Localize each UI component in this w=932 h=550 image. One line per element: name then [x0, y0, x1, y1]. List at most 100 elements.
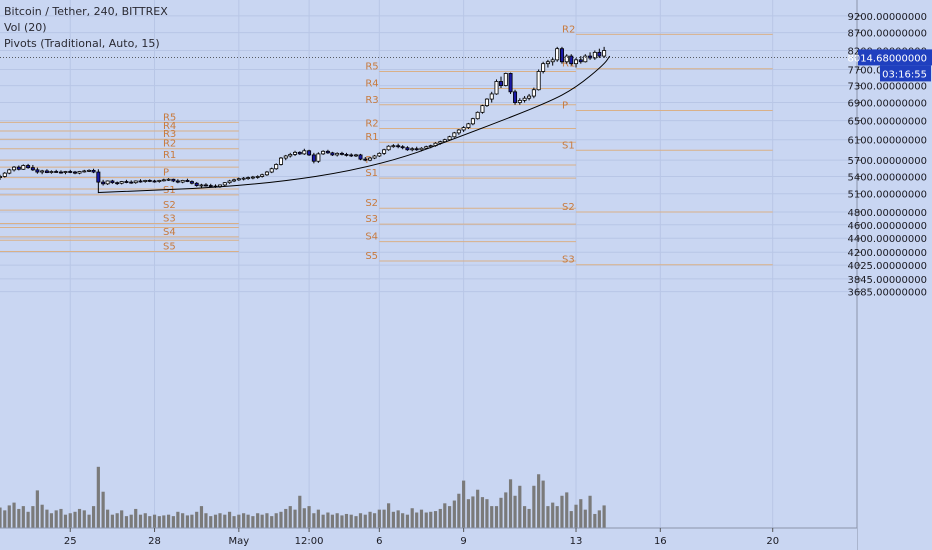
candle-up[interactable]	[274, 164, 279, 170]
candle-down[interactable]	[115, 182, 120, 185]
candle-up[interactable]	[82, 170, 87, 173]
candle-up[interactable]	[382, 149, 387, 154]
candle-up[interactable]	[180, 179, 185, 183]
candle-down[interactable]	[339, 152, 344, 155]
candle-up[interactable]	[283, 155, 288, 159]
candle-up[interactable]	[227, 180, 232, 184]
candle-up[interactable]	[447, 136, 452, 141]
candle-up[interactable]	[293, 151, 298, 155]
candle-up[interactable]	[438, 141, 443, 144]
candle-up[interactable]	[7, 169, 12, 174]
candle-down[interactable]	[414, 148, 419, 151]
candle-up[interactable]	[541, 63, 546, 72]
candle-up[interactable]	[232, 179, 237, 182]
candle-up[interactable]	[260, 174, 265, 177]
candle-up[interactable]	[480, 105, 485, 113]
candle-down[interactable]	[110, 180, 115, 184]
candle-up[interactable]	[288, 153, 293, 157]
candle-up[interactable]	[494, 81, 499, 95]
candle-down[interactable]	[101, 181, 106, 185]
legend-volume-indicator[interactable]: Vol (20)	[4, 21, 47, 34]
candle-up[interactable]	[517, 99, 522, 103]
candle-down[interactable]	[203, 184, 208, 187]
candle-up[interactable]	[0, 176, 2, 178]
candle-down[interactable]	[297, 151, 302, 155]
candle-up[interactable]	[222, 182, 227, 186]
candle-down[interactable]	[35, 169, 40, 173]
candle-up[interactable]	[105, 180, 110, 185]
candle-up[interactable]	[335, 152, 340, 156]
candle-down[interactable]	[499, 81, 503, 86]
candle-down[interactable]	[363, 158, 368, 161]
candle-down[interactable]	[171, 178, 176, 182]
candle-down[interactable]	[138, 180, 143, 183]
candle-up[interactable]	[527, 95, 532, 99]
candle-up[interactable]	[87, 169, 92, 172]
candle-up[interactable]	[466, 123, 471, 129]
candle-up[interactable]	[470, 118, 475, 125]
candle-up[interactable]	[2, 172, 7, 177]
candle-up[interactable]	[133, 180, 138, 184]
candle-down[interactable]	[307, 150, 312, 156]
candle-up[interactable]	[255, 176, 260, 178]
candle-down[interactable]	[152, 180, 157, 183]
candle-up[interactable]	[452, 132, 457, 138]
candle-down[interactable]	[16, 166, 21, 170]
candle-up[interactable]	[484, 98, 489, 107]
candle-up[interactable]	[602, 50, 607, 57]
candle-down[interactable]	[325, 150, 330, 154]
candle-down[interactable]	[396, 145, 401, 148]
candle-down[interactable]	[96, 171, 101, 183]
candle-up[interactable]	[386, 145, 391, 151]
candle-up[interactable]	[424, 146, 429, 149]
candle-down[interactable]	[358, 154, 363, 160]
legend-pivots-indicator[interactable]: Pivots (Traditional, Auto, 15)	[4, 37, 160, 50]
candle-up[interactable]	[428, 145, 433, 148]
candle-up[interactable]	[456, 129, 461, 134]
candle-down[interactable]	[26, 165, 31, 169]
candle-down[interactable]	[349, 154, 354, 157]
candle-up[interactable]	[157, 179, 162, 182]
time-axis-panel[interactable]	[0, 528, 857, 550]
candle-up[interactable]	[368, 157, 373, 161]
candle-up[interactable]	[461, 127, 466, 131]
candle-down[interactable]	[129, 181, 134, 184]
price-axis-panel[interactable]	[857, 0, 932, 550]
candle-down[interactable]	[73, 171, 78, 174]
candle-up[interactable]	[592, 51, 597, 59]
candle-up[interactable]	[377, 152, 382, 157]
candle-up[interactable]	[250, 176, 255, 179]
candle-up[interactable]	[555, 48, 560, 61]
candle-up[interactable]	[321, 150, 326, 155]
candle-up[interactable]	[372, 155, 377, 159]
candle-up[interactable]	[316, 153, 321, 162]
candle-down[interactable]	[124, 181, 129, 183]
candle-up[interactable]	[236, 178, 241, 181]
candle-up[interactable]	[161, 179, 166, 182]
candle-down[interactable]	[578, 59, 583, 63]
legend-symbol[interactable]: Bitcoin / Tether, 240, BITTREX	[4, 5, 168, 18]
candle-down[interactable]	[44, 170, 49, 173]
candle-down[interactable]	[208, 185, 213, 187]
candle-up[interactable]	[475, 111, 480, 120]
candle-up[interactable]	[241, 177, 246, 180]
candle-up[interactable]	[269, 168, 274, 173]
candle-up[interactable]	[531, 89, 536, 97]
candle-down[interactable]	[569, 55, 574, 65]
candle-up[interactable]	[550, 59, 555, 63]
candle-down[interactable]	[559, 48, 564, 63]
candle-up[interactable]	[49, 171, 54, 173]
candle-down[interactable]	[405, 147, 410, 151]
candle-down[interactable]	[513, 91, 518, 103]
candle-up[interactable]	[166, 178, 171, 181]
candle-down[interactable]	[91, 169, 96, 173]
candle-down[interactable]	[58, 171, 63, 174]
candle-up[interactable]	[119, 181, 124, 184]
candle-up[interactable]	[354, 154, 358, 157]
candle-down[interactable]	[175, 180, 180, 183]
candle-up[interactable]	[489, 93, 494, 100]
candle-down[interactable]	[147, 179, 152, 182]
candle-up[interactable]	[545, 61, 550, 65]
candle-up[interactable]	[21, 165, 26, 170]
